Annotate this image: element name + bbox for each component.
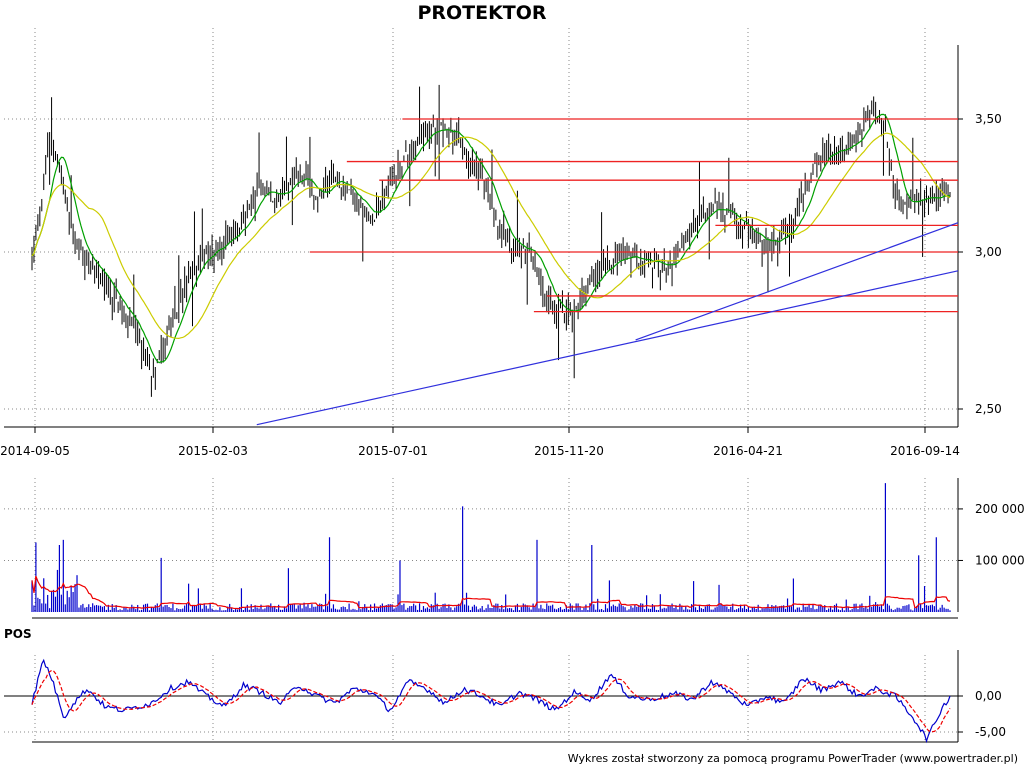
pos-panel: 0,00 -5,00 xyxy=(4,650,1006,744)
x-tick-label: 2015-02-03 xyxy=(178,444,248,458)
x-tick-label: 2016-09-14 xyxy=(890,444,960,458)
y-tick-label: 3,50 xyxy=(975,112,1002,126)
trend-line xyxy=(635,222,959,341)
volume-ma-line xyxy=(31,575,951,610)
x-tick-label: 2015-11-20 xyxy=(534,444,604,458)
credit-text: Wykres został stworzony za pomocą progra… xyxy=(568,752,1018,765)
x-tick-label: 2015-07-01 xyxy=(358,444,428,458)
y-tick-label: 200 000 xyxy=(975,502,1024,516)
volume-panel: 100 000 200 000 xyxy=(4,478,1024,619)
x-tick-label: 2016-04-21 xyxy=(713,444,783,458)
y-tick-label: 100 000 xyxy=(975,553,1024,567)
pos-line xyxy=(31,658,951,744)
x-tick-label: 2014-09-05 xyxy=(0,444,70,458)
chart-title: PROTEKTOR xyxy=(417,2,546,24)
y-tick-label: 0,00 xyxy=(975,689,1002,703)
price-panel: 2,50 3,00 3,50 2014-09-05 2015-02-03 2015-07-… xyxy=(0,28,1002,458)
ma-long-line xyxy=(31,132,951,340)
y-tick-label: -5,00 xyxy=(975,725,1006,739)
trend-line xyxy=(256,270,959,426)
ma-short-line xyxy=(31,113,951,364)
pos-panel-label: POS xyxy=(4,627,32,641)
y-tick-label: 2,50 xyxy=(975,402,1002,416)
pos-signal-line xyxy=(31,669,951,733)
y-tick-label: 3,00 xyxy=(975,245,1002,259)
